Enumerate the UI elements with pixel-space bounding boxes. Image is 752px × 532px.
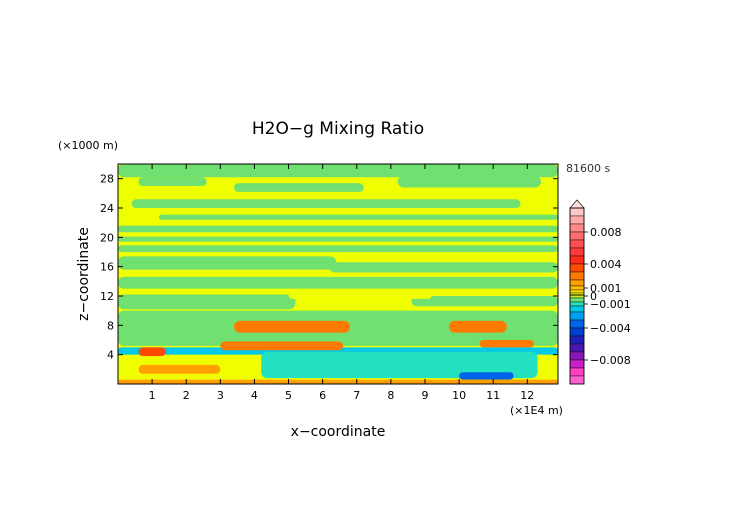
y-tick-label: 4 <box>107 349 114 362</box>
field-region-9 <box>118 256 337 270</box>
colorbar-label: 0.001 <box>590 282 622 295</box>
colorbar-segment <box>569 292 585 295</box>
field-region-20 <box>220 341 344 351</box>
colorbar-segment <box>569 305 585 313</box>
x-tick-label: 6 <box>319 389 326 402</box>
field-region-10 <box>329 262 558 273</box>
field-region-8 <box>118 245 558 252</box>
y-tick-label: 24 <box>100 202 114 215</box>
colorbar-segment <box>569 215 585 225</box>
y-tick-label: 28 <box>100 173 114 186</box>
field-region-6 <box>118 225 558 233</box>
y-tick-label: 16 <box>100 261 114 274</box>
colorbar-segment <box>569 351 585 361</box>
colorbar-segment <box>569 295 585 299</box>
field-region-19 <box>261 351 538 379</box>
colorbar-segment <box>569 279 585 287</box>
field-region-0 <box>118 164 558 178</box>
colorbar-segment <box>569 327 585 337</box>
field-region-3 <box>397 175 541 188</box>
x-tick-label: 12 <box>520 389 534 402</box>
x-tick-label: 11 <box>486 389 500 402</box>
colorbar-segment <box>569 285 585 291</box>
x-tick-label: 2 <box>183 389 190 402</box>
colorbar-segment <box>569 335 585 345</box>
x-tick-label: 8 <box>387 389 394 402</box>
colorbar-label: −0.004 <box>590 322 631 335</box>
colorbar-segment <box>569 207 585 217</box>
y-unit-label: (×1000 m) <box>58 139 118 152</box>
field-region-5 <box>158 214 558 220</box>
field-region-15 <box>288 291 432 299</box>
y-axis: 4 8 12 16 20 24 28 <box>100 173 558 362</box>
x-axis: 1 2 3 4 5 6 7 8 9 10 11 12 <box>149 164 534 402</box>
x-tick-label: 7 <box>353 389 360 402</box>
colorbar-label: −0.001 <box>590 298 631 311</box>
colorbar-segment <box>569 301 585 307</box>
field-region-11 <box>118 276 558 289</box>
colorbar-segment <box>569 311 585 321</box>
colorbar-label: 0.008 <box>590 226 622 239</box>
colorbar-segment <box>569 359 585 369</box>
field-region-24 <box>459 372 514 380</box>
colorbar-segment <box>569 289 585 294</box>
y-tick-label: 8 <box>107 319 114 332</box>
field-region-25 <box>118 379 558 384</box>
x-tick-label: 9 <box>421 389 428 402</box>
field-region-17 <box>448 320 507 333</box>
x-tick-label: 1 <box>149 389 156 402</box>
colorbar-segment <box>569 231 585 241</box>
field-region-12 <box>118 294 296 310</box>
x-tick-label: 4 <box>251 389 258 402</box>
x-tick-label: 10 <box>452 389 466 402</box>
x-tick-label: 3 <box>217 389 224 402</box>
chart-title: H2O−g Mixing Ratio <box>252 119 424 139</box>
colorbar-segment <box>569 263 585 273</box>
field-region-23 <box>479 340 535 348</box>
colorbar-segment <box>569 223 585 233</box>
y-tick-label: 20 <box>100 231 114 244</box>
x-tick-label: 5 <box>285 389 292 402</box>
colorbar-segment <box>569 247 585 257</box>
colorbar-cap <box>569 199 585 209</box>
x-unit-label: (×1E4 m) <box>510 404 563 417</box>
plot-frame <box>117 163 559 385</box>
mixing-ratio-field <box>118 164 558 384</box>
field-region-1 <box>138 177 207 186</box>
colorbar-label: 0 <box>590 290 597 303</box>
field-region-16 <box>233 320 350 333</box>
y-tick-label: 12 <box>100 290 114 303</box>
colorbar-label: −0.008 <box>590 354 631 367</box>
colorbar-segment <box>569 271 585 281</box>
field-region-2 <box>233 183 364 192</box>
field-region-7 <box>118 236 558 242</box>
colorbar-segment <box>569 367 585 377</box>
colorbar-segment <box>569 239 585 249</box>
colorbar-segment <box>569 343 585 353</box>
field-region-21 <box>138 347 166 357</box>
x-axis-label: x−coordinate <box>291 424 386 440</box>
colorbar-segment <box>569 319 585 329</box>
colorbar-segment <box>569 297 585 303</box>
time-label: 81600 s <box>566 162 610 175</box>
field-region-4 <box>131 199 521 208</box>
y-axis-label: z−coordinate <box>76 227 92 321</box>
colorbar-label: 0.004 <box>590 258 622 271</box>
field-region-13 <box>411 296 558 307</box>
field-region-22 <box>138 364 221 374</box>
colorbar-segment <box>569 375 585 385</box>
colorbar-segment <box>569 255 585 265</box>
